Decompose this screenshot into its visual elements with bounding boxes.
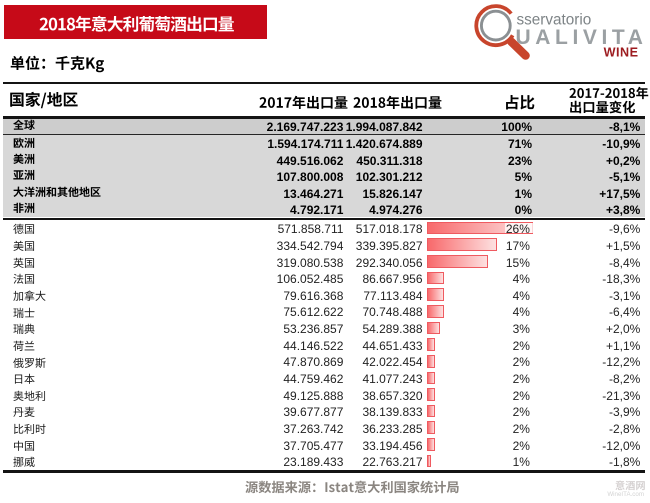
svg-text:sservatorio: sservatorio: [517, 11, 592, 28]
svg-text:WINE: WINE: [604, 46, 639, 60]
svg-text:UALIVITA: UALIVITA: [516, 26, 648, 49]
